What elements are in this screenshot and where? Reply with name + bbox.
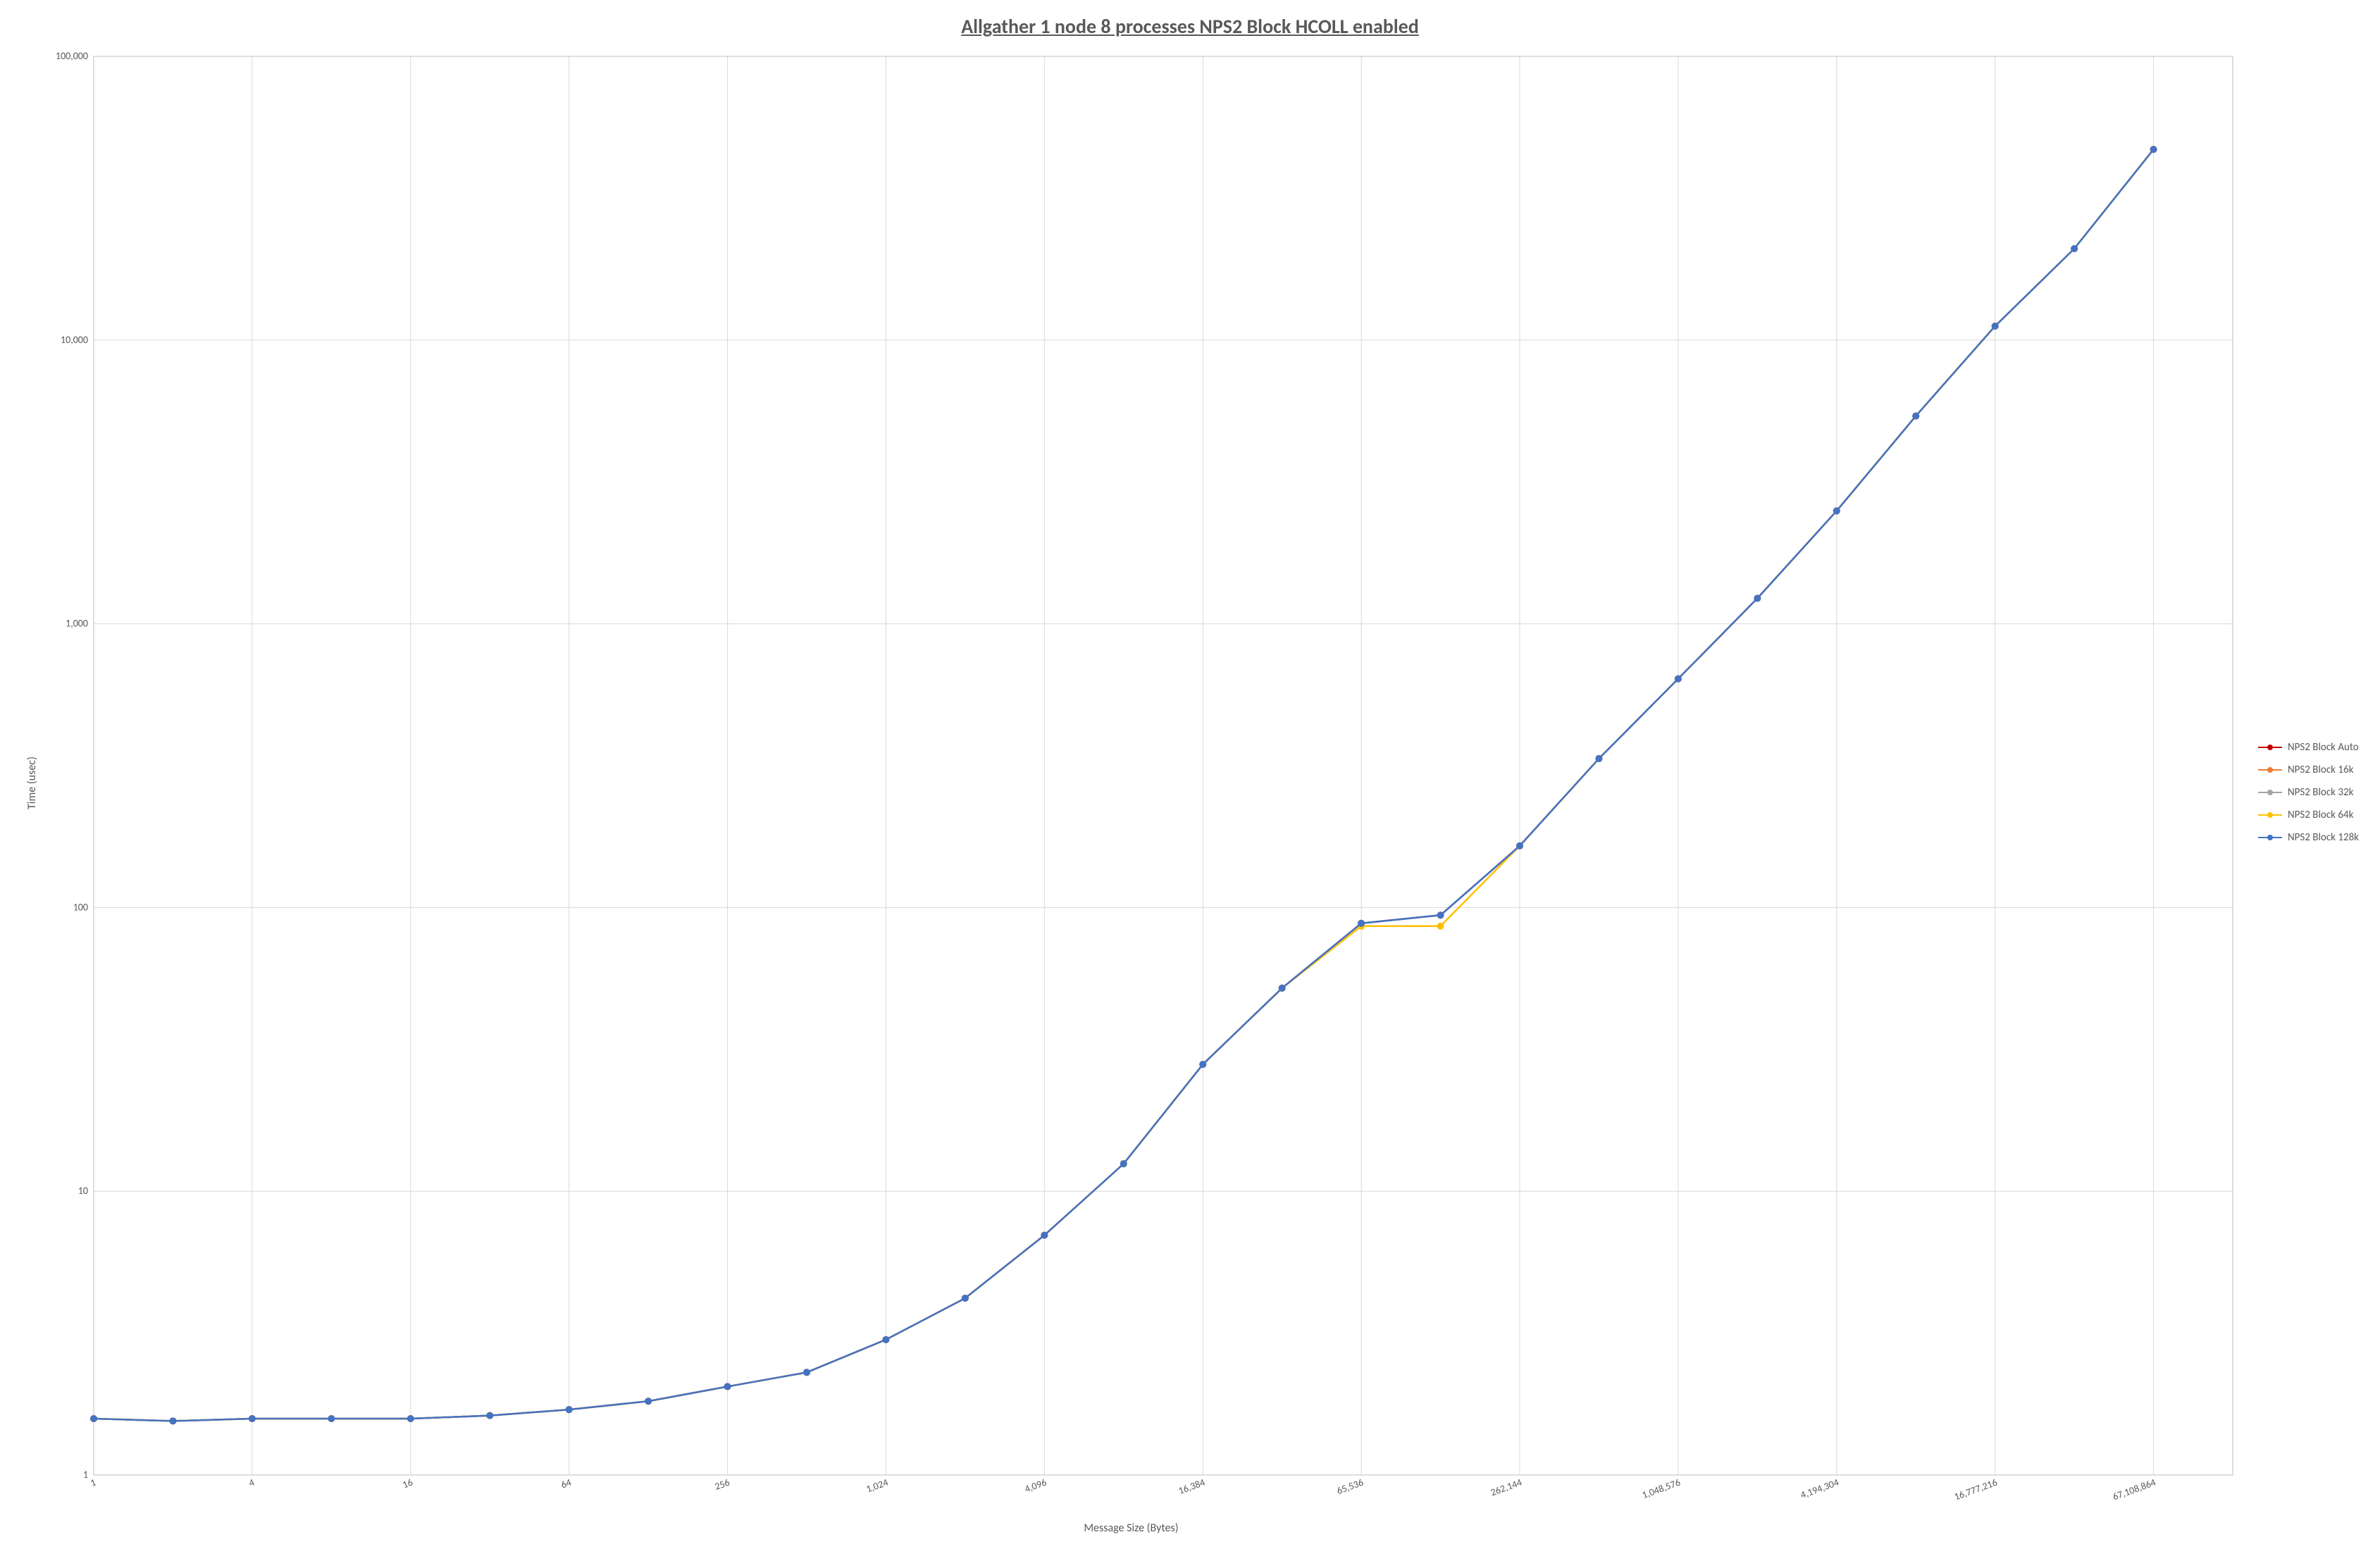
series-marker bbox=[962, 1295, 969, 1302]
plot-svg: 1 10 100 1,000 10,000 100,000 1 4 16 64 256 1,024 4,… bbox=[39, 49, 2241, 1517]
legend-item: NPS2 Block 128k bbox=[2258, 831, 2359, 844]
series-marker bbox=[1279, 985, 1286, 992]
x-tick-label: 4 bbox=[247, 1476, 256, 1489]
legend-item: NPS2 Block Auto bbox=[2258, 741, 2359, 754]
legend-marker-icon bbox=[2267, 835, 2273, 840]
series-marker bbox=[90, 1415, 97, 1422]
x-tick-label: 4,194,304 bbox=[1799, 1476, 1840, 1501]
series-marker bbox=[1833, 507, 1840, 514]
series-marker bbox=[1675, 676, 1682, 683]
series-marker bbox=[803, 1369, 810, 1376]
x-tick-label: 256 bbox=[713, 1476, 731, 1493]
series-marker bbox=[2150, 146, 2157, 153]
y-tick-label: 1,000 bbox=[66, 618, 88, 630]
x-tick-label: 16 bbox=[401, 1476, 414, 1491]
plot-background bbox=[94, 56, 2233, 1475]
series-marker bbox=[1358, 920, 1365, 927]
legend-label: NPS2 Block 16k bbox=[2288, 764, 2353, 776]
chart-title: Allgather 1 node 8 processes NPS2 Block … bbox=[21, 14, 2359, 39]
y-tick-label: 10,000 bbox=[61, 334, 88, 346]
series-marker bbox=[407, 1415, 414, 1422]
series-marker bbox=[724, 1383, 731, 1390]
y-axis-label: Time (usec) bbox=[21, 49, 39, 1517]
legend-item: NPS2 Block 32k bbox=[2258, 786, 2359, 799]
series-marker bbox=[1437, 923, 1444, 930]
series-marker bbox=[645, 1398, 652, 1405]
series-marker bbox=[249, 1415, 256, 1422]
series-marker bbox=[1912, 413, 1919, 420]
legend-marker-icon bbox=[2267, 767, 2273, 773]
legend-item: NPS2 Block 64k bbox=[2258, 809, 2359, 821]
series-marker bbox=[486, 1412, 493, 1419]
chart-container: Allgather 1 node 8 processes NPS2 Block … bbox=[0, 0, 2380, 1556]
x-axis-label: Message Size (Bytes) bbox=[21, 1517, 2241, 1535]
series-marker bbox=[1516, 842, 1523, 849]
series-marker bbox=[1595, 755, 1602, 762]
legend: NPS2 Block Auto NPS2 Block 16k NPS2 Block … bbox=[2241, 49, 2359, 1535]
y-tick-label: 100,000 bbox=[56, 50, 88, 62]
plot-row: Time (usec) 1 10 100 1,000 10,000 100,000 1 4 16… bbox=[21, 49, 2241, 1517]
x-tick-label: 67,108,864 bbox=[2111, 1476, 2157, 1503]
x-tick-label: 16,777,216 bbox=[1952, 1476, 1999, 1503]
series-marker bbox=[1041, 1232, 1048, 1239]
legend-label: NPS2 Block 128k bbox=[2288, 831, 2359, 844]
series-marker bbox=[1199, 1061, 1206, 1068]
legend-label: NPS2 Block 32k bbox=[2288, 786, 2353, 799]
series-marker bbox=[1120, 1160, 1127, 1167]
series-marker bbox=[566, 1406, 573, 1413]
x-tick-label: 4,096 bbox=[1023, 1476, 1048, 1495]
series-marker bbox=[882, 1336, 889, 1343]
x-tick-label: 16,384 bbox=[1177, 1476, 1206, 1497]
y-tick-label: 1 bbox=[83, 1469, 88, 1481]
plot-column: Time (usec) 1 10 100 1,000 10,000 100,000 1 4 16… bbox=[21, 49, 2241, 1535]
x-tick-label: 262,144 bbox=[1489, 1476, 1523, 1499]
series-marker bbox=[1437, 911, 1444, 919]
legend-marker-icon bbox=[2267, 745, 2273, 750]
x-tick-label: 65,536 bbox=[1335, 1476, 1365, 1497]
series-marker bbox=[1754, 595, 1761, 602]
series-marker bbox=[1992, 323, 1999, 330]
legend-label: NPS2 Block Auto bbox=[2288, 741, 2359, 754]
plot-area-wrapper: 1 10 100 1,000 10,000 100,000 1 4 16 64 256 1,024 4,… bbox=[39, 49, 2241, 1517]
legend-label: NPS2 Block 64k bbox=[2288, 809, 2353, 821]
legend-item: NPS2 Block 16k bbox=[2258, 764, 2359, 776]
x-tick-label: 64 bbox=[559, 1476, 573, 1491]
y-tick-label: 10 bbox=[78, 1185, 88, 1197]
series-marker bbox=[328, 1415, 335, 1422]
chart-body: Time (usec) 1 10 100 1,000 10,000 100,000 1 4 16… bbox=[21, 49, 2359, 1535]
x-tick-label: 1 bbox=[89, 1476, 97, 1489]
x-tick-label: 1,024 bbox=[864, 1476, 890, 1495]
x-tick-label: 1,048,576 bbox=[1640, 1476, 1682, 1501]
legend-marker-icon bbox=[2267, 790, 2273, 795]
y-tick-label: 100 bbox=[73, 901, 88, 913]
legend-marker-icon bbox=[2267, 812, 2273, 818]
series-marker bbox=[169, 1417, 176, 1424]
series-marker bbox=[2071, 245, 2078, 252]
